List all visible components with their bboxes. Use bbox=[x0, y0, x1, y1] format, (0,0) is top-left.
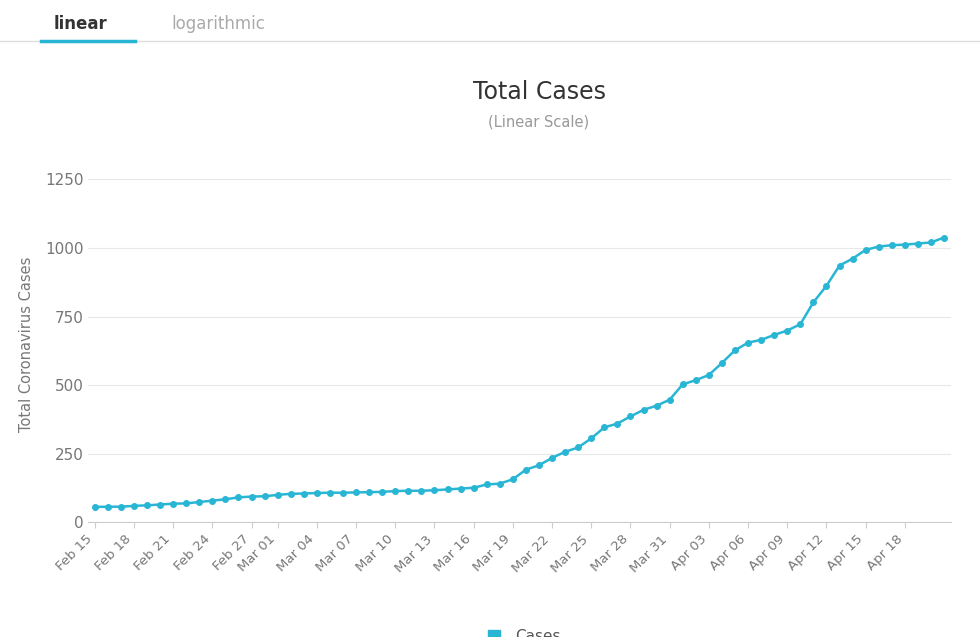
Text: Total Cases: Total Cases bbox=[472, 80, 606, 104]
Y-axis label: Total Coronavirus Cases: Total Coronavirus Cases bbox=[19, 256, 33, 432]
Legend: Cases: Cases bbox=[472, 623, 566, 637]
Text: logarithmic: logarithmic bbox=[172, 15, 266, 32]
Text: (Linear Scale): (Linear Scale) bbox=[488, 115, 590, 130]
Text: linear: linear bbox=[54, 15, 108, 32]
